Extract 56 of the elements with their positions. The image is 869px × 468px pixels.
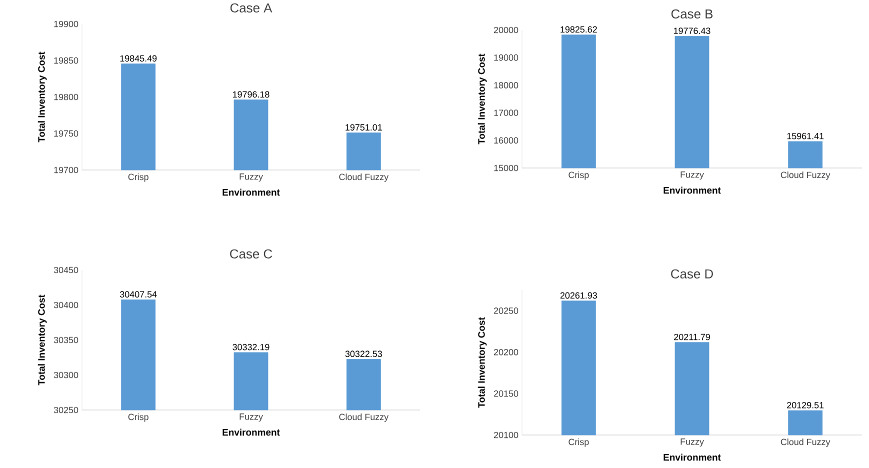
- y-tick-label: 19800: [54, 94, 78, 100]
- data-label: 30332.19: [232, 344, 270, 350]
- x-tick-label: Cloud Fuzzy: [339, 414, 389, 422]
- data-label: 20261.93: [560, 292, 597, 299]
- y-tick-label: 19000: [494, 54, 518, 61]
- x-tick-label: Fuzzy: [680, 172, 704, 180]
- y-axis-title: Total Inventory Cost: [478, 317, 487, 408]
- data-label: 19796.18: [232, 91, 270, 98]
- data-label: 20211.79: [674, 334, 710, 340]
- y-axis-title: Total Inventory Cost: [38, 52, 47, 142]
- x-axis-title: Environment: [664, 186, 721, 194]
- chart-title: Case C: [230, 249, 272, 258]
- y-tick-label: 20100: [494, 432, 518, 438]
- y-tick-label: 19700: [54, 166, 78, 174]
- data-label: 19751.01: [346, 124, 382, 131]
- y-tick-label: 18000: [494, 82, 518, 88]
- chart-title: Case A: [230, 3, 272, 12]
- data-label: 19845.49: [120, 55, 157, 62]
- x-tick-label: Cloud Fuzzy: [780, 438, 830, 447]
- x-tick-label: Crisp: [128, 414, 148, 422]
- y-tick-label: 20200: [494, 348, 518, 356]
- y-axis-title: Total Inventory Cost: [38, 294, 47, 386]
- data-label: 19776.43: [674, 28, 710, 34]
- y-tick-label: 30300: [54, 372, 78, 378]
- x-tick-label: Crisp: [128, 174, 148, 182]
- y-tick-label: 15000: [494, 164, 518, 172]
- y-tick-label: 19750: [54, 130, 78, 137]
- x-axis-title: Environment: [222, 428, 280, 436]
- y-tick-label: 20250: [494, 308, 518, 314]
- y-tick-label: 30250: [54, 406, 78, 414]
- x-tick-label: Crisp: [568, 438, 589, 447]
- y-tick-label: 17000: [494, 110, 518, 116]
- x-axis-title: Environment: [222, 188, 280, 196]
- y-tick-label: 16000: [494, 137, 518, 144]
- y-tick-label: 20150: [494, 390, 518, 397]
- y-axis-title: Total Inventory Cost: [478, 54, 487, 144]
- data-label: 30322.53: [345, 350, 382, 358]
- x-tick-label: Fuzzy: [240, 414, 263, 422]
- y-tick-label: 30400: [54, 302, 78, 308]
- x-tick-label: Crisp: [568, 172, 589, 180]
- y-tick-label: 19850: [54, 57, 78, 64]
- y-tick-label: 20000: [494, 26, 518, 34]
- data-label: 20129.51: [787, 402, 824, 408]
- x-axis-title: Environment: [664, 454, 721, 461]
- x-tick-label: Fuzzy: [240, 174, 263, 182]
- data-label: 15961.41: [787, 132, 824, 140]
- chart-title: Case B: [671, 9, 713, 18]
- x-tick-label: Cloud Fuzzy: [780, 172, 830, 180]
- data-label: 30407.54: [120, 291, 157, 298]
- data-label: 19825.62: [560, 26, 597, 33]
- chart-title: Case D: [671, 269, 713, 278]
- y-tick-label: 30350: [54, 336, 78, 344]
- y-tick-label: 19900: [54, 20, 78, 28]
- x-tick-label: Fuzzy: [680, 438, 704, 447]
- x-tick-label: Cloud Fuzzy: [339, 174, 389, 182]
- y-tick-label: 30450: [54, 266, 78, 274]
